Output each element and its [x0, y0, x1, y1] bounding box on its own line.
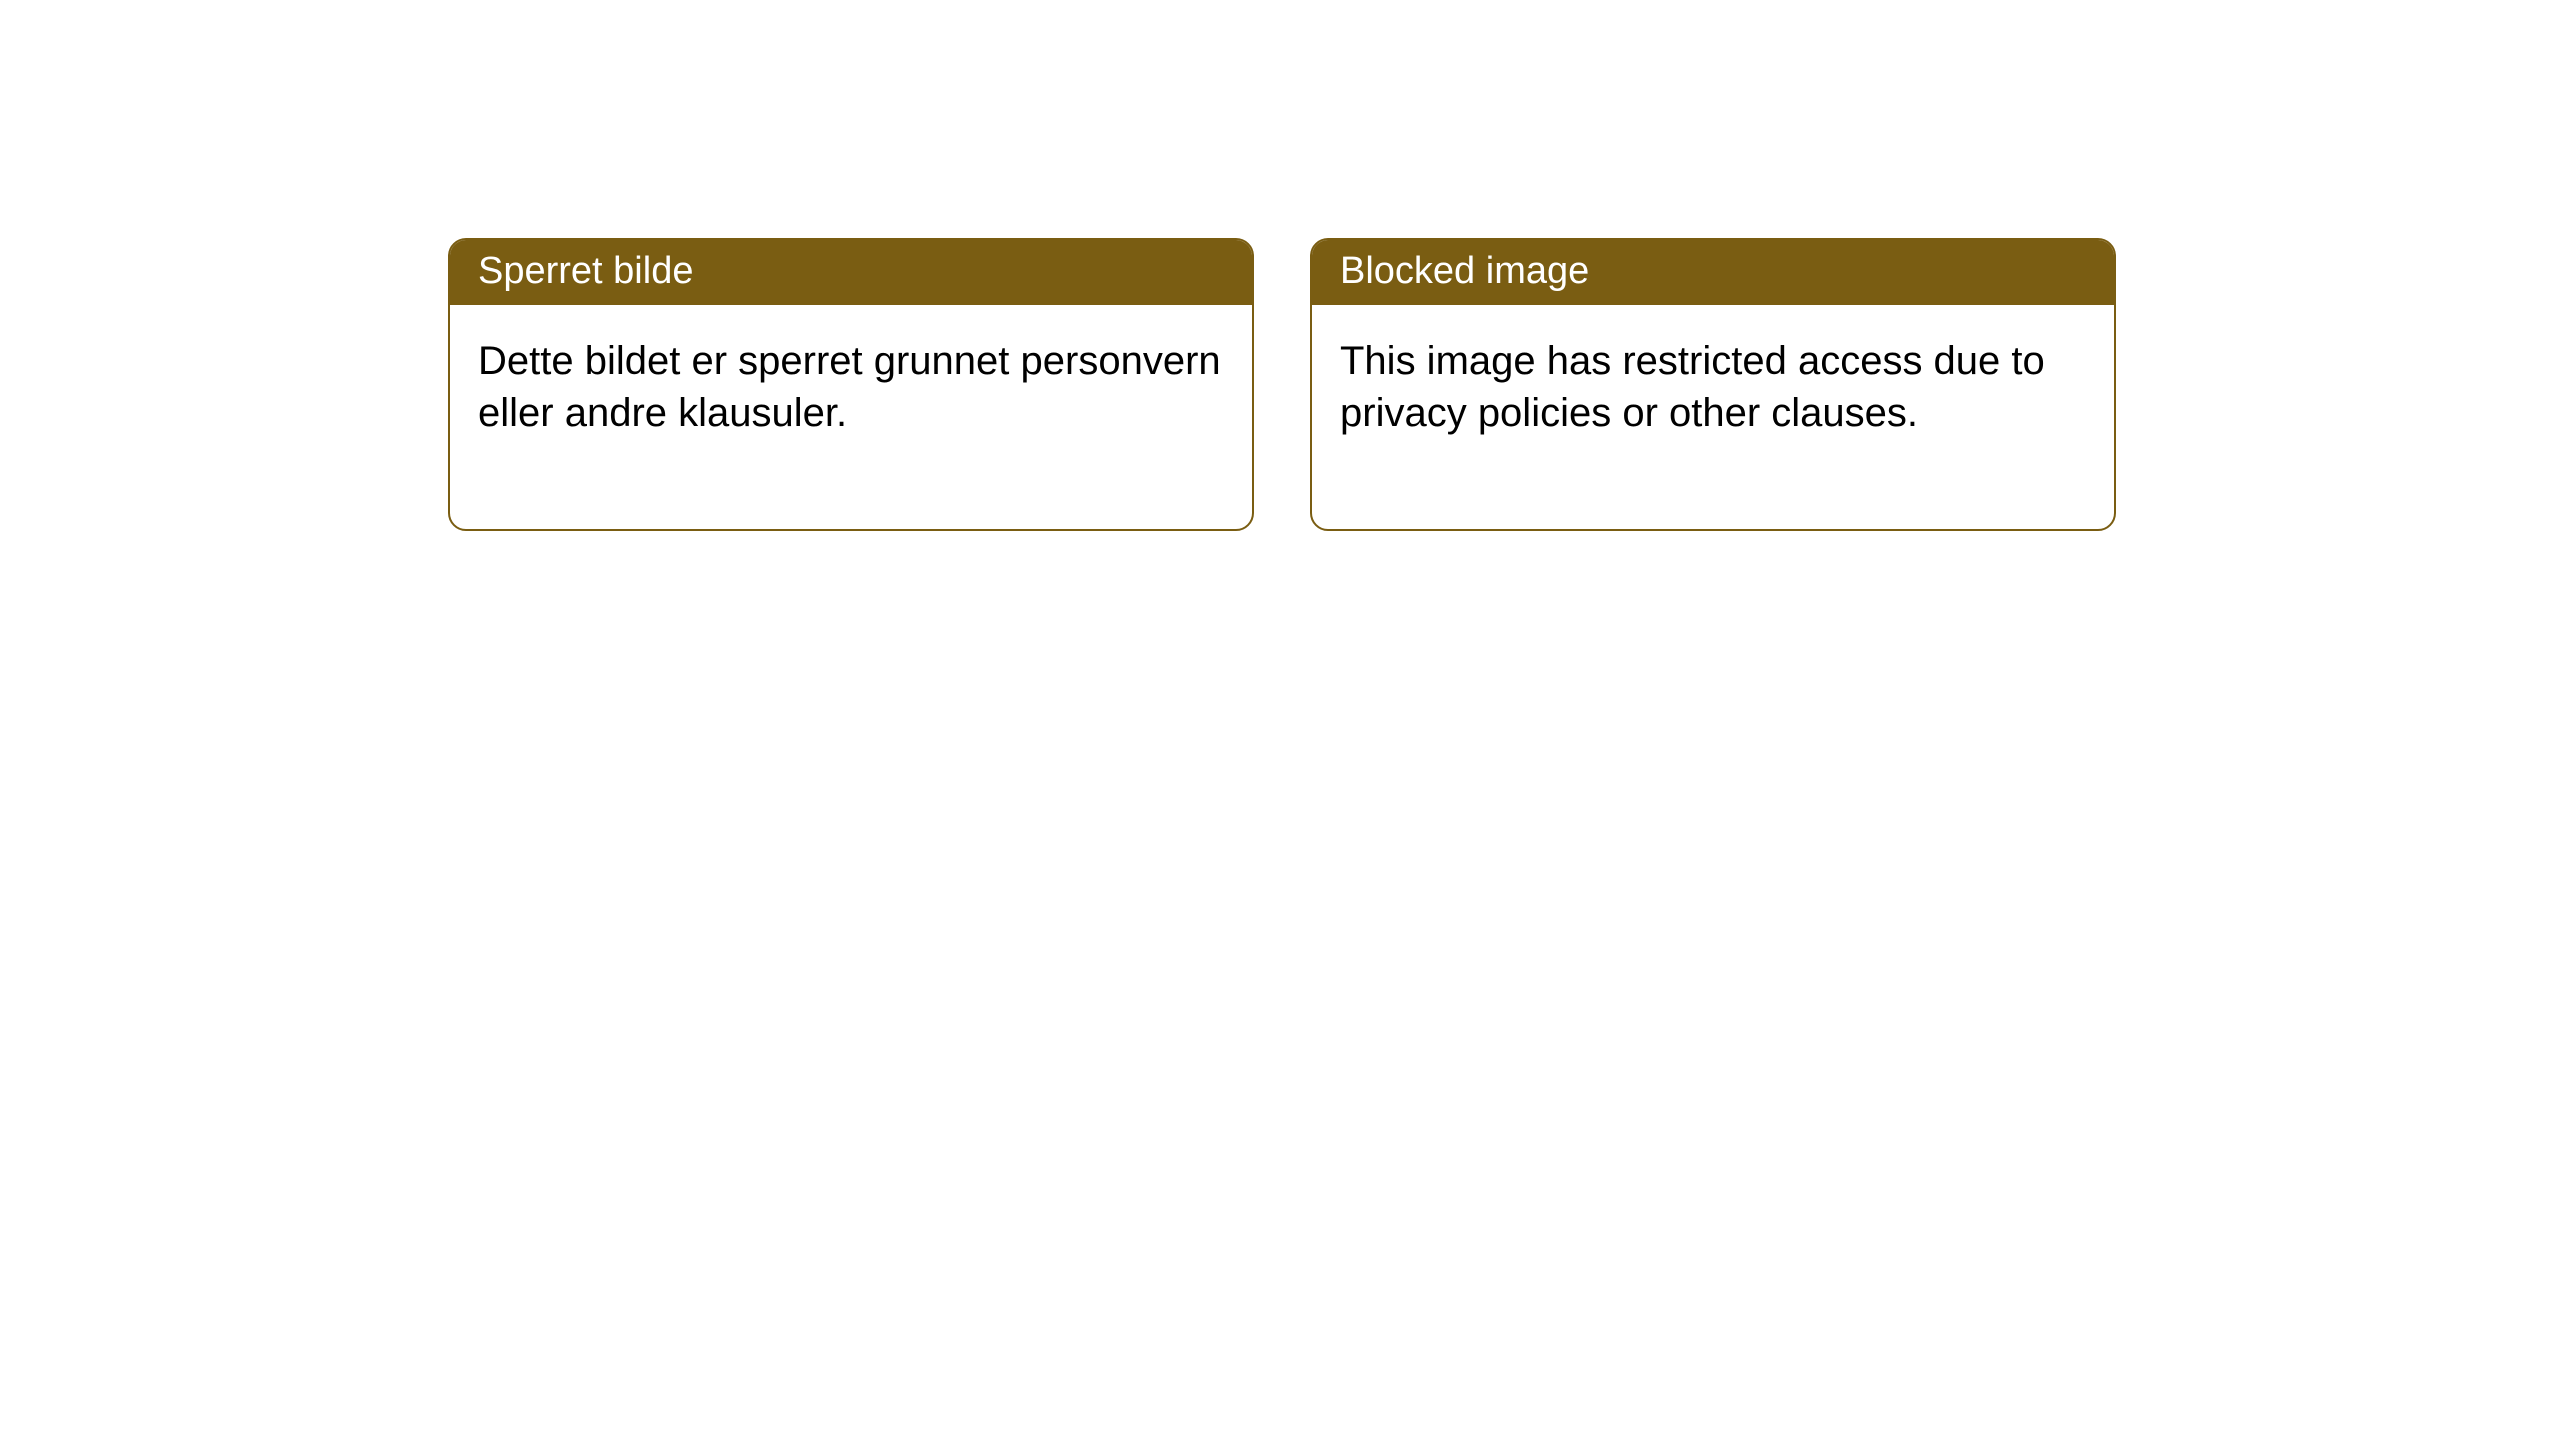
- notice-card-norwegian: Sperret bilde Dette bildet er sperret gr…: [448, 238, 1254, 531]
- card-body: This image has restricted access due to …: [1312, 305, 2114, 529]
- card-title: Blocked image: [1312, 240, 2114, 305]
- notice-card-english: Blocked image This image has restricted …: [1310, 238, 2116, 531]
- notice-container: Sperret bilde Dette bildet er sperret gr…: [0, 0, 2560, 531]
- card-title: Sperret bilde: [450, 240, 1252, 305]
- card-body: Dette bildet er sperret grunnet personve…: [450, 305, 1252, 529]
